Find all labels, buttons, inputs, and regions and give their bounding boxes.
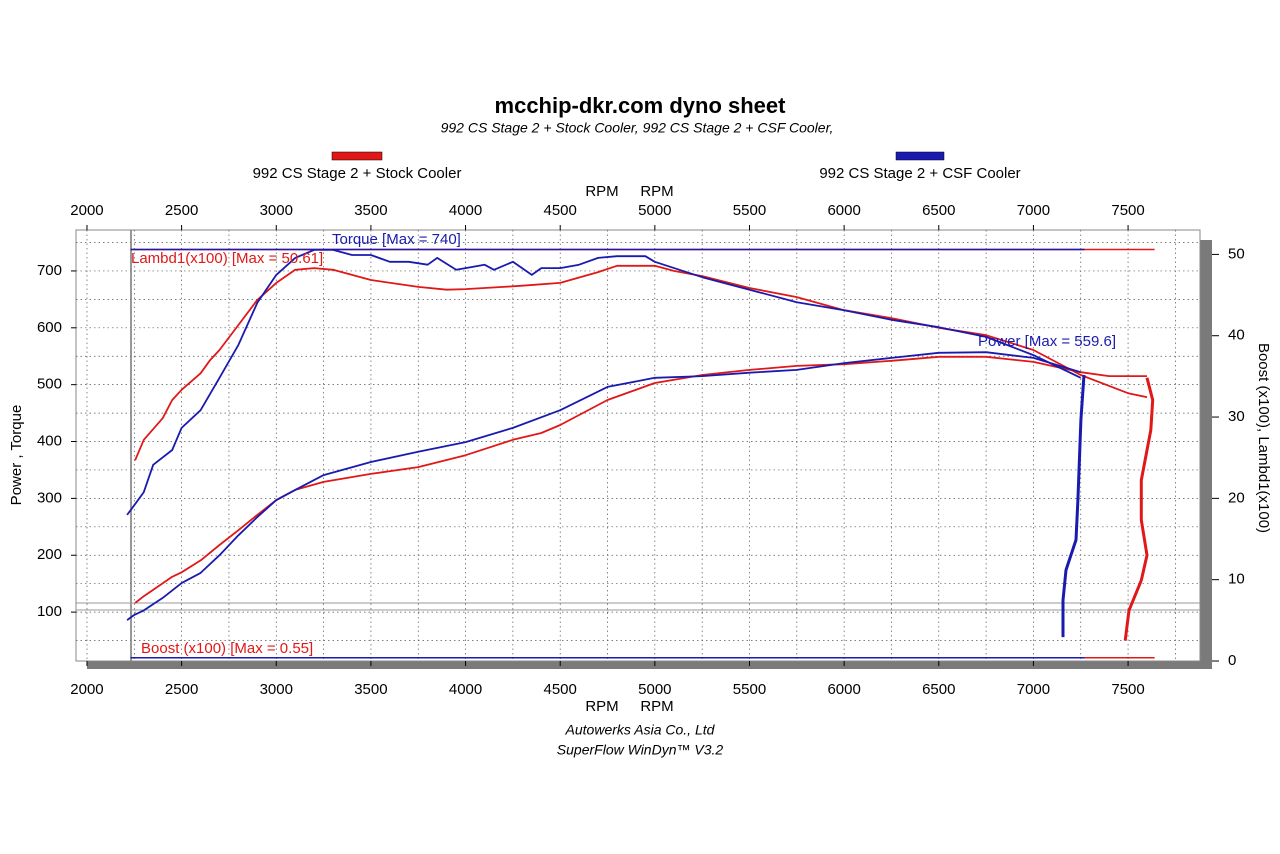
plot-lines <box>126 248 1155 659</box>
x-tick-label: 6500 <box>922 681 955 698</box>
x-tick-label: 7000 <box>1017 202 1050 219</box>
annotation: Boost (x100) [Max = 0.55] <box>141 640 313 657</box>
y-tick-label: 600 <box>37 319 62 336</box>
x-tick-label: 3500 <box>354 202 387 219</box>
x-tick-label: 5000 <box>638 202 671 219</box>
x-tick-label: 5500 <box>733 202 766 219</box>
y-axis-label: Power , Torque <box>8 405 25 506</box>
x-axis-label: RPM <box>585 183 618 200</box>
x-tick-label: 5000 <box>638 681 671 698</box>
torque-line <box>134 264 1148 461</box>
x-tick-label: 6000 <box>827 681 860 698</box>
y-tick-label: 100 <box>37 603 62 620</box>
footer: Autowerks Asia Co., Ltd <box>565 722 716 738</box>
frame-shadow <box>1200 240 1212 669</box>
x-tick-label: 5500 <box>733 681 766 698</box>
x-tick-label: 3500 <box>354 681 387 698</box>
x-tick-label: 3000 <box>260 202 293 219</box>
x-tick-label: 7500 <box>1111 681 1144 698</box>
y-tick-label: 200 <box>37 546 62 563</box>
x-tick-label: 2000 <box>70 202 103 219</box>
legend-label: 992 CS Stage 2 + CSF Cooler <box>819 165 1020 182</box>
x-tick-label: 2000 <box>70 681 103 698</box>
y2-tick-label: 50 <box>1228 245 1245 262</box>
x-tick-label: 2500 <box>165 202 198 219</box>
y2-axis-label: Boost (x100), Lambd1(x100) <box>1255 343 1272 533</box>
y-tick-label: 700 <box>37 262 62 279</box>
plot-frame <box>75 229 1201 662</box>
x-axis-label: RPM <box>640 698 673 715</box>
rundown-line <box>1123 377 1155 641</box>
y-tick-label: 300 <box>37 489 62 506</box>
x-tick-label: 4500 <box>544 202 577 219</box>
x-axis-label: RPM <box>585 698 618 715</box>
y2-tick-label: 0 <box>1228 652 1236 669</box>
y2-tick-label: 20 <box>1228 489 1245 506</box>
frame-shadow <box>87 661 1212 669</box>
chart-title: mcchip-dkr.com dyno sheet <box>495 93 787 118</box>
annotation: Lambd1(x100) [Max = 50.61] <box>131 250 323 267</box>
x-tick-label: 3000 <box>260 681 293 698</box>
y2-tick-label: 40 <box>1228 327 1245 344</box>
legend-label: 992 CS Stage 2 + Stock Cooler <box>253 165 462 182</box>
annotation: Power [Max = 559.6] <box>978 333 1116 350</box>
y2-tick-label: 30 <box>1228 408 1245 425</box>
x-tick-label: 2500 <box>165 681 198 698</box>
x-tick-label: 4000 <box>449 202 482 219</box>
y-tick-label: 500 <box>37 376 62 393</box>
rundown-line <box>1061 374 1086 638</box>
power-line <box>134 355 1147 604</box>
x-tick-label: 6500 <box>922 202 955 219</box>
chart-subtitle: 992 CS Stage 2 + Stock Cooler, 992 CS St… <box>441 120 834 136</box>
y-tick-label: 400 <box>37 432 62 449</box>
x-tick-label: 4500 <box>544 681 577 698</box>
x-tick-label: 6000 <box>827 202 860 219</box>
x-axis-label: RPM <box>640 183 673 200</box>
x-tick-label: 7500 <box>1111 202 1144 219</box>
torque-line <box>126 249 1082 516</box>
legend-swatch <box>895 151 945 161</box>
annotation: Torque [Max = 740] <box>332 231 461 248</box>
footer: SuperFlow WinDyn™ V3.2 <box>557 742 724 758</box>
x-tick-label: 4000 <box>449 681 482 698</box>
power-line <box>126 351 1081 621</box>
legend-swatch <box>331 151 383 161</box>
y2-tick-label: 10 <box>1228 571 1245 588</box>
x-tick-label: 7000 <box>1017 681 1050 698</box>
